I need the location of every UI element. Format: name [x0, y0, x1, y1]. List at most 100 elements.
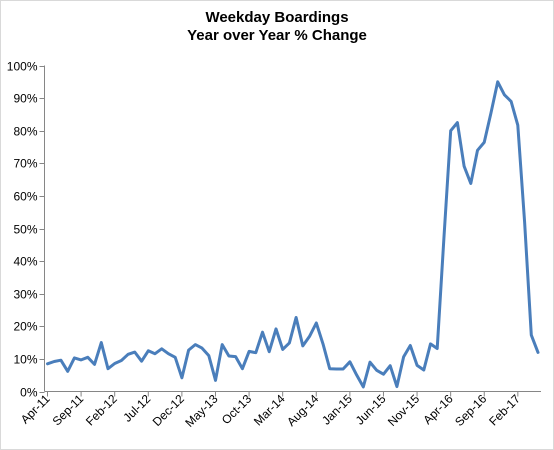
data-point — [133, 351, 136, 354]
data-point — [59, 359, 62, 362]
data-point — [281, 348, 284, 351]
x-tick-label: Apr-16 — [420, 392, 456, 428]
data-point — [476, 149, 479, 152]
data-point — [180, 376, 183, 379]
data-point — [127, 353, 130, 356]
data-point — [86, 356, 89, 359]
y-tick-label: 0% — [20, 386, 38, 400]
chart-title-line-2: Year over Year % Change — [187, 27, 367, 44]
data-point — [469, 182, 472, 185]
data-point — [328, 367, 331, 370]
data-point — [483, 141, 486, 144]
data-point — [362, 385, 365, 388]
data-point — [53, 360, 56, 363]
data-point — [348, 360, 351, 363]
data-point — [187, 349, 190, 352]
data-point — [516, 124, 519, 127]
data-point — [100, 341, 103, 344]
data-point — [389, 364, 392, 367]
y-tick-label: 40% — [13, 255, 37, 269]
data-point — [160, 347, 163, 350]
data-point — [288, 341, 291, 344]
data-point — [295, 316, 298, 319]
data-point — [490, 111, 493, 114]
data-point — [422, 369, 425, 372]
y-tick-label: 20% — [13, 320, 37, 334]
data-point — [113, 362, 116, 365]
data-point — [537, 351, 540, 354]
data-point — [107, 367, 110, 370]
data-point — [46, 362, 49, 365]
data-point — [308, 335, 311, 338]
data-point — [207, 354, 210, 357]
data-point — [93, 363, 96, 366]
data-point — [342, 368, 345, 371]
data-point — [234, 355, 237, 358]
y-tick-label: 70% — [13, 157, 37, 171]
data-point — [355, 373, 358, 376]
chart-title-line-1: Weekday Boardings — [205, 9, 349, 26]
data-point — [73, 356, 76, 359]
y-tick-label: 100% — [7, 60, 38, 74]
data-point — [375, 369, 378, 372]
data-point — [503, 93, 506, 96]
x-tick-label: Dec-12 — [150, 391, 187, 428]
data-point — [174, 356, 177, 359]
data-point — [335, 368, 338, 371]
data-point — [416, 364, 419, 367]
data-point — [429, 342, 432, 345]
data-point — [322, 342, 325, 345]
data-point — [449, 129, 452, 132]
data-point — [167, 352, 170, 355]
data-point — [510, 100, 513, 103]
x-tick-label: Jun-15 — [353, 391, 389, 427]
x-tick-label: May-13 — [182, 391, 220, 429]
data-point — [402, 355, 405, 358]
x-tick-label: Feb-17 — [486, 391, 523, 428]
data-point — [241, 367, 244, 370]
chart-title: Weekday Boardings Year over Year % Chang… — [0, 9, 554, 45]
series-line — [46, 80, 540, 389]
x-tick-label: Oct-13 — [219, 391, 255, 427]
data-point — [456, 121, 459, 124]
data-point — [227, 355, 230, 358]
y-tick-label: 80% — [13, 125, 37, 139]
y-tick-label: 10% — [13, 353, 37, 367]
x-tick-label: Jan-15 — [319, 391, 355, 427]
data-point — [315, 322, 318, 325]
data-point — [275, 327, 278, 330]
data-point — [194, 343, 197, 346]
data-point — [496, 80, 499, 83]
data-point — [120, 359, 123, 362]
data-point — [147, 349, 150, 352]
data-point — [268, 350, 271, 353]
data-point — [261, 331, 264, 334]
x-tick-label: Mar-14 — [251, 391, 288, 428]
data-point — [436, 347, 439, 350]
data-point — [248, 350, 251, 353]
data-point — [369, 361, 372, 364]
x-tick-label: Feb-12 — [83, 391, 120, 428]
y-tick-label: 30% — [13, 288, 37, 302]
x-tick-label: Aug-14 — [284, 391, 321, 428]
y-tick-label: 90% — [13, 92, 37, 106]
data-point — [66, 370, 69, 373]
data-point — [530, 334, 533, 337]
y-tick-label: 50% — [13, 223, 37, 237]
data-point — [140, 360, 143, 363]
data-point — [442, 237, 445, 240]
data-point — [201, 347, 204, 350]
data-point — [214, 379, 217, 382]
data-point — [301, 344, 304, 347]
data-point — [523, 221, 526, 224]
x-tick-label: Nov-15 — [385, 391, 422, 428]
data-point — [80, 358, 83, 361]
data-point — [463, 165, 466, 168]
data-point — [395, 385, 398, 388]
x-tick-label: Sep-11 — [50, 391, 87, 428]
data-point — [254, 351, 257, 354]
data-point — [154, 352, 157, 355]
x-tick-label: Sep-16 — [452, 391, 489, 428]
data-point — [382, 373, 385, 376]
